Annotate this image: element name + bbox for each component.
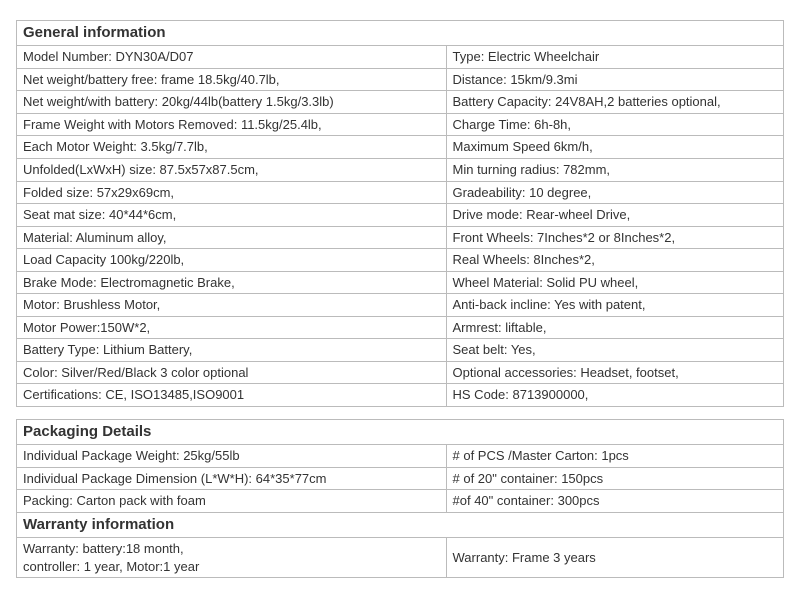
packaging-row-2-left: Packing: Carton pack with foam: [17, 490, 447, 513]
packaging-header: Packaging Details: [17, 420, 784, 445]
general-header: General information: [17, 21, 784, 46]
general-row-9-right: Real Wheels: 8Inches*2,: [446, 249, 783, 272]
general-row-7-left: Seat mat size: 40*44*6cm,: [17, 204, 447, 227]
general-row-1-left: Net weight/battery free: frame 18.5kg/40…: [17, 68, 447, 91]
general-row-12-right: Armrest: liftable,: [446, 316, 783, 339]
general-row-6-right: Gradeability: 10 degree,: [446, 181, 783, 204]
packaging-row-1-left: Individual Package Dimension (L*W*H): 64…: [17, 467, 447, 490]
general-row-4-right: Maximum Speed 6km/h,: [446, 136, 783, 159]
general-row-15-left: Certifications: CE, ISO13485,ISO9001: [17, 384, 447, 407]
general-row-4-left: Each Motor Weight: 3.5kg/7.7lb,: [17, 136, 447, 159]
packaging-row-1-right: # of 20" container: 150pcs: [446, 467, 783, 490]
general-row-5-right: Min turning radius: 782mm,: [446, 158, 783, 181]
general-row-12-left: Motor Power:150W*2,: [17, 316, 447, 339]
warranty-header: Warranty information: [17, 512, 784, 537]
packaging-row-0-left: Individual Package Weight: 25kg/55lb: [17, 445, 447, 468]
packaging-row-2-right: #of 40" container: 300pcs: [446, 490, 783, 513]
general-row-0-right: Type: Electric Wheelchair: [446, 46, 783, 69]
general-row-1-right: Distance: 15km/9.3mi: [446, 68, 783, 91]
general-row-14-left: Color: Silver/Red/Black 3 color optional: [17, 361, 447, 384]
general-row-2-left: Net weight/with battery: 20kg/44lb(batte…: [17, 91, 447, 114]
packaging-warranty-table: Packaging Details Individual Package Wei…: [16, 419, 784, 578]
general-row-5-left: Unfolded(LxWxH) size: 87.5x57x87.5cm,: [17, 158, 447, 181]
general-row-8-left: Material: Aluminum alloy,: [17, 226, 447, 249]
general-info-table: General information Model Number: DYN30A…: [16, 20, 784, 407]
general-row-3-right: Charge Time: 6h-8h,: [446, 113, 783, 136]
packaging-row-0-right: # of PCS /Master Carton: 1pcs: [446, 445, 783, 468]
general-row-6-left: Folded size: 57x29x69cm,: [17, 181, 447, 204]
general-row-0-left: Model Number: DYN30A/D07: [17, 46, 447, 69]
warranty-right: Warranty: Frame 3 years: [446, 538, 783, 578]
general-row-7-right: Drive mode: Rear-wheel Drive,: [446, 204, 783, 227]
general-row-10-left: Brake Mode: Electromagnetic Brake,: [17, 271, 447, 294]
general-row-13-left: Battery Type: Lithium Battery,: [17, 339, 447, 362]
general-row-2-right: Battery Capacity: 24V8AH,2 batteries opt…: [446, 91, 783, 114]
warranty-left: Warranty: battery:18 month, controller: …: [17, 538, 447, 578]
general-row-14-right: Optional accessories: Headset, footset,: [446, 361, 783, 384]
general-row-15-right: HS Code: 8713900000,: [446, 384, 783, 407]
general-row-10-right: Wheel Material: Solid PU wheel,: [446, 271, 783, 294]
general-row-3-left: Frame Weight with Motors Removed: 11.5kg…: [17, 113, 447, 136]
general-row-9-left: Load Capacity 100kg/220lb,: [17, 249, 447, 272]
general-row-13-right: Seat belt: Yes,: [446, 339, 783, 362]
general-row-8-right: Front Wheels: 7Inches*2 or 8Inches*2,: [446, 226, 783, 249]
general-row-11-right: Anti-back incline: Yes with patent,: [446, 294, 783, 317]
general-row-11-left: Motor: Brushless Motor,: [17, 294, 447, 317]
